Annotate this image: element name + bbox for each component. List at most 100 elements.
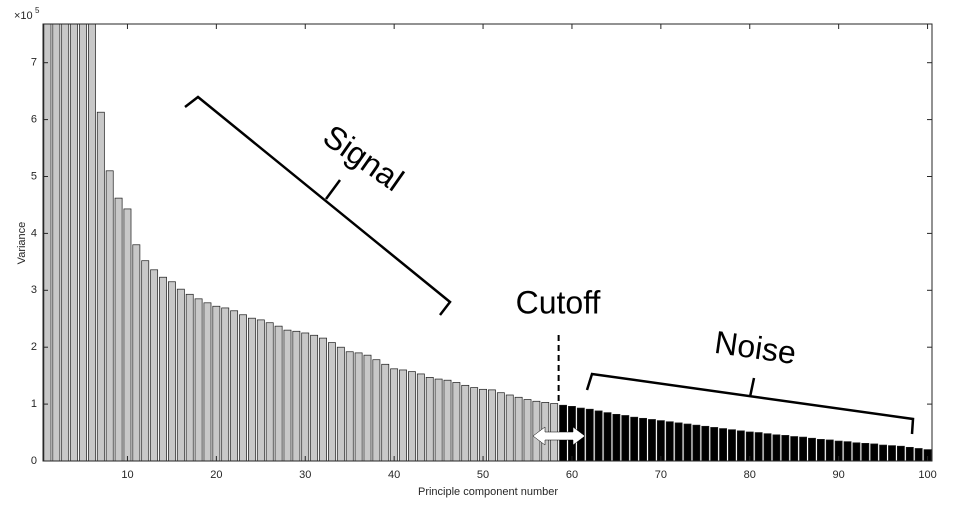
bar <box>159 276 167 461</box>
bar <box>61 24 70 461</box>
bar <box>603 412 612 461</box>
bar <box>328 342 336 461</box>
bar <box>674 422 683 461</box>
bar <box>150 269 159 461</box>
bar <box>692 424 701 461</box>
bar <box>621 415 630 461</box>
bar <box>408 371 416 461</box>
y-exponent-base: ×10 <box>14 10 33 22</box>
bar <box>861 443 870 461</box>
signal-annotation: Signal <box>317 118 411 199</box>
bar <box>239 314 247 461</box>
bar <box>781 435 790 461</box>
x-tick-label: 30 <box>299 469 311 481</box>
bar <box>790 436 799 461</box>
y-tick-label: 6 <box>31 114 37 126</box>
y-tick-label: 7 <box>31 57 37 69</box>
bar <box>363 354 372 461</box>
bar <box>185 293 194 461</box>
x-tick-label: 80 <box>744 469 756 481</box>
bar <box>399 369 407 461</box>
bar <box>683 423 692 461</box>
bar <box>745 431 754 461</box>
bar <box>772 434 781 461</box>
y-tick-label: 5 <box>31 170 37 182</box>
bar <box>701 425 710 461</box>
bar <box>728 429 736 461</box>
bar <box>176 288 185 461</box>
plot-frame <box>42 23 933 462</box>
bar <box>248 317 256 461</box>
bar <box>70 24 79 461</box>
noise-annotation: Noise <box>712 324 798 371</box>
bar <box>656 420 665 461</box>
bar <box>443 379 452 461</box>
cutoff-annotation: Cutoff <box>516 284 601 320</box>
bar <box>496 392 505 461</box>
bar <box>256 319 265 461</box>
bar <box>852 442 861 461</box>
bar <box>665 421 674 461</box>
bar <box>639 417 647 461</box>
bar <box>763 433 772 461</box>
bar <box>736 430 745 461</box>
y-tick-label: 1 <box>31 398 37 410</box>
bar <box>87 24 96 461</box>
bar <box>585 408 594 461</box>
bar <box>905 446 914 461</box>
bar <box>488 389 496 461</box>
bar <box>194 298 203 461</box>
bar <box>212 305 221 461</box>
x-axis-label: Principle component number <box>418 486 558 498</box>
x-tick-label: 70 <box>655 469 667 481</box>
y-tick-label: 3 <box>31 284 37 296</box>
bar <box>381 363 390 461</box>
bar <box>354 352 363 461</box>
bar <box>123 208 132 461</box>
bar <box>808 437 816 461</box>
bar <box>203 302 212 461</box>
bar <box>879 444 888 461</box>
bar <box>336 346 345 461</box>
signal-brace <box>184 95 452 316</box>
bar <box>292 330 301 461</box>
bar <box>319 337 327 461</box>
bar <box>523 399 532 461</box>
bar <box>230 310 239 461</box>
bar <box>514 396 523 461</box>
bar <box>52 24 61 461</box>
noise-brace <box>585 372 915 435</box>
bar <box>141 260 150 461</box>
bar <box>532 400 541 461</box>
bar <box>105 170 114 461</box>
bar <box>79 24 87 461</box>
bar <box>372 359 381 461</box>
bar <box>710 427 719 461</box>
bar <box>470 387 479 461</box>
bar <box>434 378 443 461</box>
x-tick-label: 60 <box>566 469 578 481</box>
bar <box>648 419 656 461</box>
bar <box>167 281 176 461</box>
bar <box>630 416 639 461</box>
bar <box>479 388 487 461</box>
x-tick-label: 90 <box>833 469 845 481</box>
bar <box>754 432 763 461</box>
bar <box>96 111 105 461</box>
bar <box>719 428 727 461</box>
x-tick-label: 50 <box>477 469 489 481</box>
bar <box>345 351 354 461</box>
bar <box>43 24 52 461</box>
bar <box>283 329 292 461</box>
bar <box>301 332 310 461</box>
x-tick-label: 40 <box>388 469 400 481</box>
bar <box>505 394 514 461</box>
bar <box>221 307 230 461</box>
bar <box>461 384 470 461</box>
bar <box>799 436 808 461</box>
y-exponent-power: 5 <box>35 6 40 15</box>
bar <box>132 244 141 461</box>
cutoff-arrow <box>532 426 586 446</box>
bar <box>816 439 825 461</box>
